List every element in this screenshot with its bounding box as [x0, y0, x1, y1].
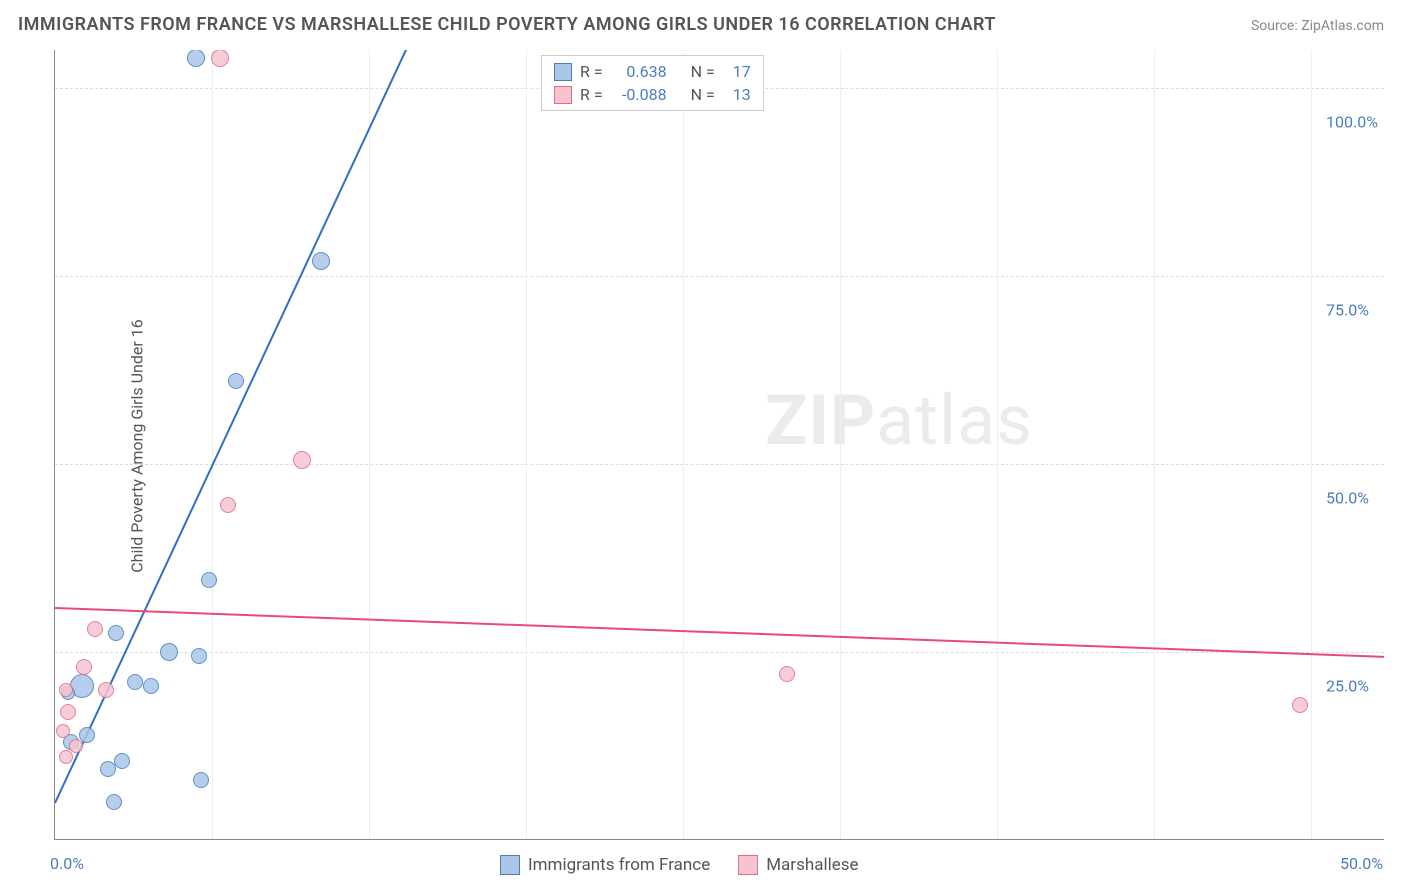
swatch-france — [554, 63, 572, 81]
gridline-v — [526, 50, 527, 839]
point-marshallese — [1292, 697, 1308, 713]
stat-n-value: 13 — [723, 85, 751, 104]
gridline-v — [683, 50, 684, 839]
point-france — [143, 678, 159, 694]
ytick-label: 50.0% — [1326, 488, 1369, 507]
point-marshallese — [59, 683, 73, 697]
correlation-chart: IMMIGRANTS FROM FRANCE VS MARSHALLESE CH… — [0, 0, 1406, 892]
stat-r-value: -0.088 — [611, 85, 667, 104]
stats-legend-box: R = 0.638 N = 17 R = -0.088 N = 13 — [541, 55, 764, 111]
point-marshallese — [56, 724, 70, 738]
point-marshallese — [293, 451, 311, 469]
point-france — [106, 794, 122, 810]
legend-label: Immigrants from France — [528, 855, 710, 875]
ytick-label: 75.0% — [1326, 300, 1369, 319]
point-france — [127, 674, 143, 690]
stat-r-label: R = — [580, 62, 603, 81]
ytick-label: 25.0% — [1326, 676, 1369, 695]
point-france — [201, 572, 217, 588]
point-france — [100, 761, 116, 777]
point-france — [160, 643, 178, 661]
legend-label: Marshallese — [766, 855, 858, 875]
point-marshallese — [87, 621, 103, 637]
stat-n-label: N = — [691, 62, 715, 81]
point-marshallese — [59, 750, 73, 764]
chart-source: Source: ZipAtlas.com — [1251, 18, 1384, 34]
point-marshallese — [779, 666, 795, 682]
point-marshallese — [69, 739, 83, 753]
xtick-label: 50.0% — [1340, 854, 1383, 873]
gridline-v — [369, 50, 370, 839]
gridline-v — [840, 50, 841, 839]
stat-n-label: N = — [691, 85, 715, 104]
chart-title: IMMIGRANTS FROM FRANCE VS MARSHALLESE CH… — [18, 14, 996, 35]
gridline-v — [1154, 50, 1155, 839]
gridline-h — [55, 276, 1384, 277]
trendline-marshallese — [55, 607, 1384, 658]
swatch-france — [500, 855, 520, 875]
stat-r-value: 0.638 — [611, 62, 667, 81]
point-france — [312, 252, 330, 270]
point-marshallese — [60, 704, 76, 720]
swatch-marshallese — [554, 86, 572, 104]
point-france — [228, 373, 244, 389]
stat-r-label: R = — [580, 85, 603, 104]
point-marshallese — [211, 50, 229, 67]
point-france — [193, 772, 209, 788]
legend-bottom: Immigrants from France Marshallese — [500, 855, 859, 875]
gridline-v — [1311, 50, 1312, 839]
gridline-h — [55, 652, 1384, 653]
stats-row-marshallese: R = -0.088 N = 13 — [550, 83, 755, 106]
gridline-h — [55, 464, 1384, 465]
gridline-v — [212, 50, 213, 839]
legend-item-france: Immigrants from France — [500, 855, 710, 875]
ytick-label: 100.0% — [1326, 112, 1378, 131]
point-france — [191, 648, 207, 664]
stat-n-value: 17 — [723, 62, 751, 81]
swatch-marshallese — [738, 855, 758, 875]
point-marshallese — [76, 659, 92, 675]
watermark: ZIPatlas — [765, 380, 1033, 462]
legend-item-marshallese: Marshallese — [738, 855, 858, 875]
point-marshallese — [98, 682, 114, 698]
point-france — [187, 50, 205, 67]
xtick-label: 0.0% — [50, 854, 84, 873]
gridline-v — [997, 50, 998, 839]
plot-area: ZIPatlas — [54, 50, 1384, 840]
point-france — [108, 625, 124, 641]
stats-row-france: R = 0.638 N = 17 — [550, 60, 755, 83]
point-marshallese — [220, 497, 236, 513]
